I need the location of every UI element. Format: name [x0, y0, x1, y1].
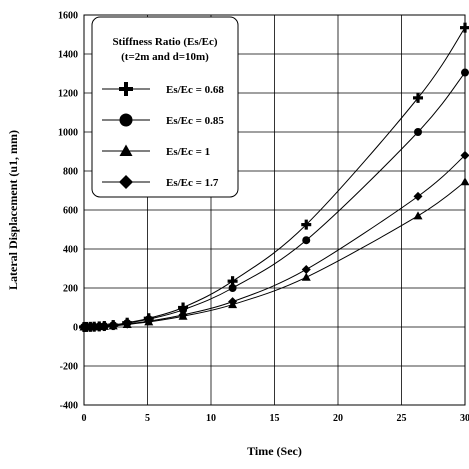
- y-tick-label: 1400: [58, 50, 78, 61]
- legend-marker: [120, 114, 133, 127]
- x-tick-label: 10: [206, 413, 216, 424]
- data-point: [229, 284, 237, 292]
- legend-label: Es/Ec = 1: [166, 146, 210, 158]
- y-axis-title: Lateral Displacement (u1, mm): [6, 130, 20, 290]
- data-point: [302, 265, 311, 274]
- data-point: [302, 236, 310, 244]
- y-tick-label: 0: [73, 323, 78, 334]
- x-tick-label: 20: [333, 413, 343, 424]
- y-tick-label: 200: [63, 284, 78, 295]
- y-tick-label: 600: [63, 206, 78, 217]
- legend-label: Es/Ec = 0.85: [166, 115, 224, 127]
- data-point: [414, 128, 422, 136]
- y-tick-label: 800: [63, 167, 78, 178]
- legend-label: Es/Ec = 1.7: [166, 177, 219, 189]
- legend-label: Es/Ec = 0.68: [166, 84, 224, 96]
- legend-subtitle: (t=2m and d=10m): [121, 51, 209, 63]
- data-point: [414, 192, 423, 201]
- x-tick-label: 0: [82, 413, 87, 424]
- y-tick-label: -400: [60, 401, 78, 412]
- x-axis-title: Time (Sec): [247, 444, 302, 458]
- y-tick-label: 1600: [58, 11, 78, 22]
- x-tick-label: 15: [270, 413, 280, 424]
- legend: Stiffness Ratio (Es/Ec) (t=2m and d=10m)…: [92, 17, 238, 197]
- x-tick-label: 5: [145, 413, 150, 424]
- data-point: [414, 211, 423, 219]
- y-tick-label: -200: [60, 362, 78, 373]
- data-point: [228, 297, 237, 306]
- data-point: [413, 93, 423, 103]
- y-tick-label: 400: [63, 245, 78, 256]
- y-tick-label: 1200: [58, 89, 78, 100]
- y-tick-label: 1000: [58, 128, 78, 139]
- legend-title: Stiffness Ratio (Es/Ec): [112, 36, 217, 48]
- x-tick-label: 25: [397, 413, 407, 424]
- x-tick-label: 30: [460, 413, 469, 424]
